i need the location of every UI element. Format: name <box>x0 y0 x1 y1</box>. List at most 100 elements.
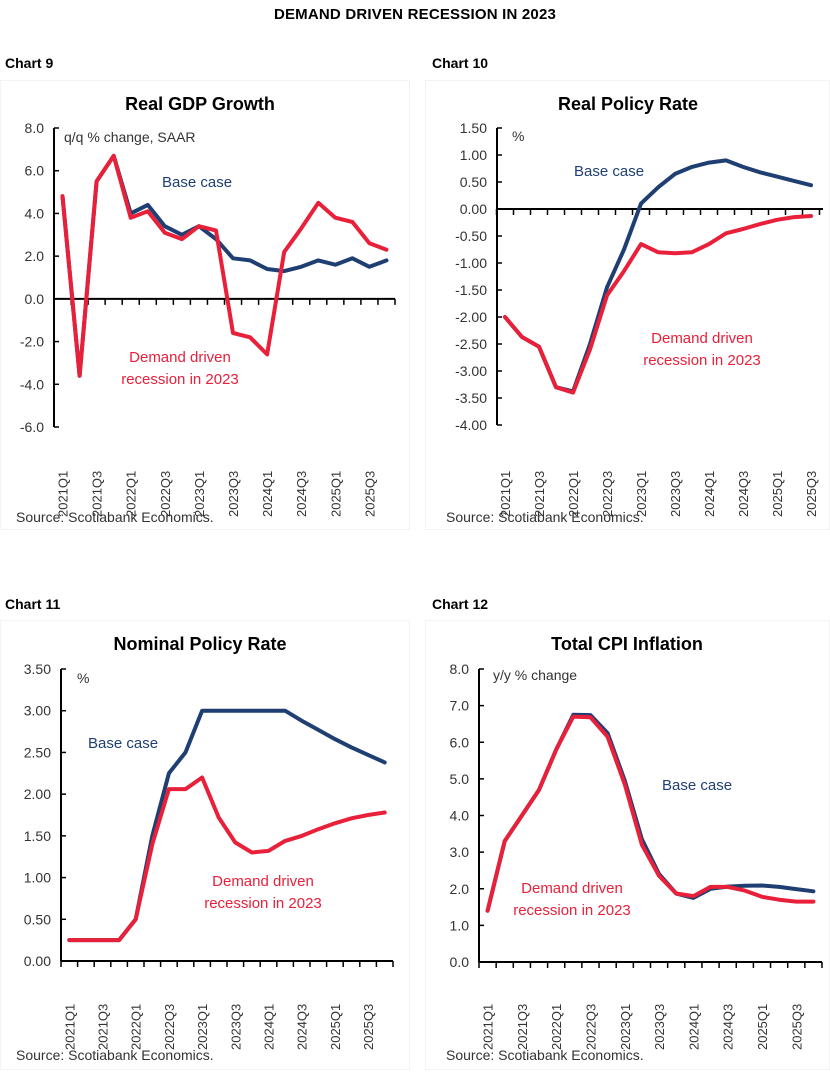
unit-label: % <box>77 670 89 686</box>
recession-annotation: recession in 2023 <box>643 352 761 369</box>
chart-chart11: Nominal Policy Rate 3.50 3.00 2.50 2.00 1.50 1… <box>16 634 394 1063</box>
base-case-annotation: Base case <box>574 163 644 180</box>
x-tick-label: 2021Q3 <box>96 1004 111 1050</box>
y-tick-label: 0.50 <box>460 174 487 190</box>
x-tick-label: 2024Q1 <box>702 471 717 517</box>
chart-11-box <box>0 620 410 1070</box>
x-tick-label: 2021Q1 <box>498 471 513 517</box>
y-tick-label: 1.50 <box>460 120 487 136</box>
y-tick-label: -3.50 <box>455 390 487 406</box>
source-note: Source: Scotiabank Economics. <box>16 509 214 525</box>
y-tick-label: -2.50 <box>455 336 487 352</box>
recession-annotation: recession in 2023 <box>121 371 239 388</box>
y-tick-label: 0.0 <box>25 291 45 307</box>
x-tick-label: 2023Q1 <box>634 471 649 517</box>
base-case-annotation: Base case <box>88 735 158 752</box>
chart-10-label: Chart 10 <box>432 55 489 71</box>
y-tick-label: 6.0 <box>450 734 470 750</box>
y-tick-label: -2.00 <box>455 309 487 325</box>
y-tick-label: -3.00 <box>455 363 487 379</box>
x-tick-label: 2022Q1 <box>124 471 139 517</box>
x-tick-label: 2023Q3 <box>226 471 241 517</box>
x-tick-label: 2024Q3 <box>294 471 309 517</box>
y-tick-label: 1.0 <box>450 917 470 933</box>
chart-9-box <box>0 80 410 530</box>
y-tick-label: 4.0 <box>450 808 470 824</box>
x-tick-label: 2025Q3 <box>804 471 819 517</box>
x-tick-label: 2021Q3 <box>515 1004 530 1050</box>
page-title: DEMAND DRIVEN RECESSION IN 2023 <box>273 6 557 23</box>
x-tick-label: 2023Q1 <box>192 471 207 517</box>
x-tick-label: 2025Q1 <box>770 471 785 517</box>
x-tick-label: 2021Q1 <box>481 1004 496 1050</box>
y-tick-label: 2.0 <box>25 248 45 264</box>
x-tick-label: 2021Q1 <box>62 1004 77 1050</box>
y-tick-label: 1.00 <box>24 870 51 886</box>
chart-title: Real Policy Rate <box>558 94 698 114</box>
chart-title: Nominal Policy Rate <box>113 634 286 654</box>
y-tick-label: 5.0 <box>450 771 470 787</box>
chart-title: Real GDP Growth <box>125 94 275 114</box>
x-tick-label: 2025Q3 <box>362 471 377 517</box>
chart-12-label: Chart 12 <box>432 596 489 612</box>
y-tick-label: -1.50 <box>455 282 487 298</box>
unit-label: % <box>512 128 524 144</box>
y-tick-label: 0.50 <box>24 911 51 927</box>
recession-line <box>60 153 389 378</box>
y-tick-label: -1.00 <box>455 255 487 271</box>
y-tick-label: 2.0 <box>450 881 470 897</box>
x-tick-label: 2024Q1 <box>260 471 275 517</box>
x-tick-label: 2021Q3 <box>90 471 105 517</box>
x-tick-label: 2023Q3 <box>228 1004 243 1050</box>
x-tick-label: 2024Q3 <box>736 471 751 517</box>
base-case-annotation: Base case <box>662 777 732 794</box>
x-tick-label: 2025Q3 <box>361 1004 376 1050</box>
x-tick-label: 2023Q3 <box>668 471 683 517</box>
y-tick-label: 8.0 <box>25 120 45 136</box>
y-tick-label: -6.0 <box>20 419 44 435</box>
recession-annotation: Demand driven <box>212 873 314 890</box>
recession-line <box>503 214 813 395</box>
recession-annotation: recession in 2023 <box>204 895 322 912</box>
chart-chart10: Real Policy Rate 1.50 1.00 0.50 0.00 -0.50 -1.… <box>446 94 823 525</box>
y-tick-label: 7.0 <box>450 698 470 714</box>
source-note: Source: Scotiabank Economics. <box>446 509 644 525</box>
recession-annotation: recession in 2023 <box>513 902 631 919</box>
y-tick-label: 6.0 <box>25 163 45 179</box>
y-tick-label: 0.00 <box>24 953 51 969</box>
y-tick-label: 1.00 <box>460 147 487 163</box>
recession-annotation: Demand driven <box>129 349 231 366</box>
x-tick-label: 2022Q1 <box>129 1004 144 1050</box>
x-tick-label: 2022Q3 <box>600 471 615 517</box>
y-tick-label: -2.0 <box>20 334 44 350</box>
x-tick-label: 2024Q3 <box>295 1004 310 1050</box>
y-tick-label: 4.0 <box>25 205 45 221</box>
x-tick-label: 2022Q1 <box>566 471 581 517</box>
chart-chart9: Real GDP Growth 8.0 6.0 4.0 2.0 0.0 -2.0 -4.0 -6… <box>16 94 396 525</box>
recession-annotation: Demand driven <box>651 330 753 347</box>
chart-title: Total CPI Inflation <box>551 634 703 654</box>
x-tick-label: 2025Q1 <box>755 1004 770 1050</box>
x-tick-label: 2021Q3 <box>532 471 547 517</box>
chart-11-label: Chart 11 <box>5 596 61 612</box>
x-tick-label: 2024Q1 <box>262 1004 277 1050</box>
x-tick-label: 2024Q3 <box>721 1004 736 1050</box>
x-tick-label: 2023Q3 <box>652 1004 667 1050</box>
y-tick-label: 0.0 <box>450 954 470 970</box>
y-tick-label: 3.50 <box>24 661 51 677</box>
x-tick-label: 2024Q1 <box>686 1004 701 1050</box>
x-tick-label: 2022Q3 <box>158 471 173 517</box>
y-tick-label: 2.00 <box>24 786 51 802</box>
x-tick-label: 2025Q1 <box>328 1004 343 1050</box>
x-tick-label: 2025Q3 <box>789 1004 804 1050</box>
x-tick-label: 2023Q1 <box>618 1004 633 1050</box>
y-tick-label: -0.50 <box>455 228 487 244</box>
x-tick-label: 2022Q1 <box>549 1004 564 1050</box>
y-tick-label: 1.50 <box>24 828 51 844</box>
recession-line <box>67 775 387 943</box>
recession-annotation: Demand driven <box>521 880 623 897</box>
source-note: Source: Scotiabank Economics. <box>446 1047 644 1063</box>
source-note: Source: Scotiabank Economics. <box>16 1047 214 1063</box>
chart-9-label: Chart 9 <box>5 55 54 71</box>
x-tick-label: 2022Q3 <box>162 1004 177 1050</box>
